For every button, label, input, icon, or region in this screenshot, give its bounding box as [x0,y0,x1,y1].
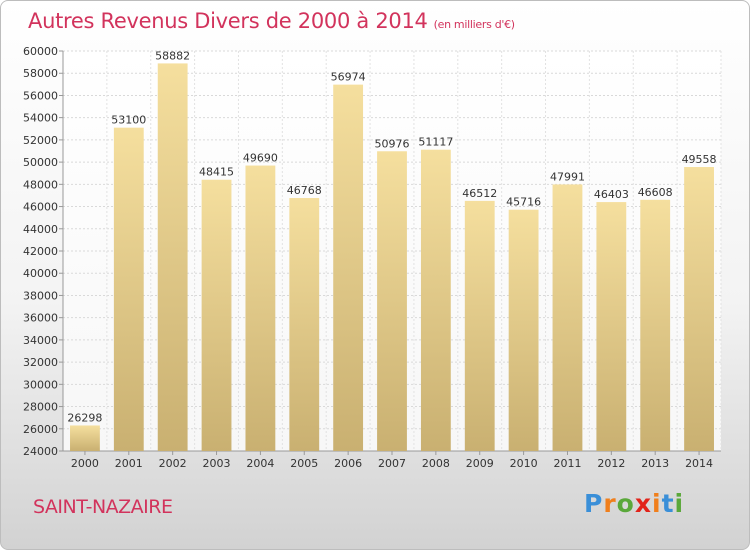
bar-2004 [245,165,276,452]
data-label-2001: 53100 [111,114,146,127]
x-tick-label-2007: 2007 [378,457,406,470]
bar-2009 [464,200,495,451]
data-label-2002: 58882 [155,49,190,62]
x-tick-label-2009: 2009 [466,457,494,470]
y-tick-label: 34000 [23,334,58,347]
data-label-2008: 51117 [418,136,453,149]
y-tick-label: 40000 [23,267,58,280]
bar-2011 [552,184,583,451]
x-tick-label-2008: 2008 [422,457,450,470]
y-tick-label: 42000 [23,245,58,258]
logo-letter: P [584,489,604,518]
y-tick-label: 44000 [23,223,58,236]
y-tick-label: 58000 [23,67,58,80]
x-tick-label-2012: 2012 [597,457,625,470]
x-tick-label-2002: 2002 [159,457,187,470]
y-tick-label: 26000 [23,423,58,436]
logo-letter: i [674,489,685,518]
logo-letter: r [603,489,617,518]
logo-letter: o [616,489,635,518]
x-tick-label-2004: 2004 [246,457,274,470]
logo-letter: i [652,489,662,518]
x-tick-label-2001: 2001 [115,457,143,470]
y-tick-label: 60000 [23,45,58,58]
y-tick-label: 24000 [23,445,58,458]
data-label-2000: 26298 [67,411,102,424]
data-label-2011: 47991 [550,170,585,183]
data-label-2013: 46608 [638,186,673,199]
chart-title: Autres Revenus Divers de 2000 à 2014 (en … [28,9,515,33]
x-tick-label-2000: 2000 [71,457,99,470]
bar-2003 [201,179,232,451]
bar-2010 [508,209,539,451]
bar-2006 [333,84,364,451]
y-tick-label: 28000 [23,401,58,414]
y-tick-label: 48000 [23,178,58,191]
bar-2002 [157,63,188,452]
bar-2012 [596,202,627,451]
bar-2007 [377,151,407,451]
bar-2013 [640,199,671,451]
y-tick-label: 54000 [23,112,58,125]
data-label-2007: 50976 [375,137,410,150]
y-tick-label: 50000 [23,156,58,169]
bar-2005 [289,198,320,451]
bar-2000 [70,425,100,451]
chart-title-unit: (en milliers d'€) [433,18,515,31]
data-label-2004: 49690 [243,152,278,165]
data-label-2010: 45716 [506,196,541,209]
y-tick-label: 46000 [23,201,58,214]
data-label-2006: 56974 [331,71,366,84]
bar-2001 [113,127,144,452]
x-tick-label-2010: 2010 [510,457,538,470]
data-label-2014: 49558 [682,153,717,166]
proxiti-logo[interactable]: Proxiti [584,489,684,518]
bar-2008 [420,149,451,451]
data-label-2003: 48415 [199,166,234,179]
y-tick-label: 30000 [23,378,58,391]
bar-2014 [684,167,714,451]
y-tick-label: 32000 [23,356,58,369]
x-tick-label-2011: 2011 [553,457,581,470]
data-label-2012: 46403 [594,188,629,201]
y-tick-label: 38000 [23,289,58,302]
x-tick-label-2006: 2006 [334,457,362,470]
logo-letter: x [634,489,652,518]
y-tick-label: 56000 [23,89,58,102]
x-tick-label-2014: 2014 [685,457,713,470]
y-tick-label: 36000 [23,312,58,325]
x-tick-label-2003: 2003 [203,457,231,470]
data-label-2009: 46512 [462,187,497,200]
logo-letter: t [661,489,675,518]
location-label: SAINT-NAZAIRE [33,496,173,518]
chart-title-text: Autres Revenus Divers de 2000 à 2014 [28,9,428,33]
y-tick-label: 52000 [23,134,58,147]
x-tick-label-2013: 2013 [641,457,669,470]
data-label-2005: 46768 [287,184,322,197]
x-tick-label-2005: 2005 [290,457,318,470]
